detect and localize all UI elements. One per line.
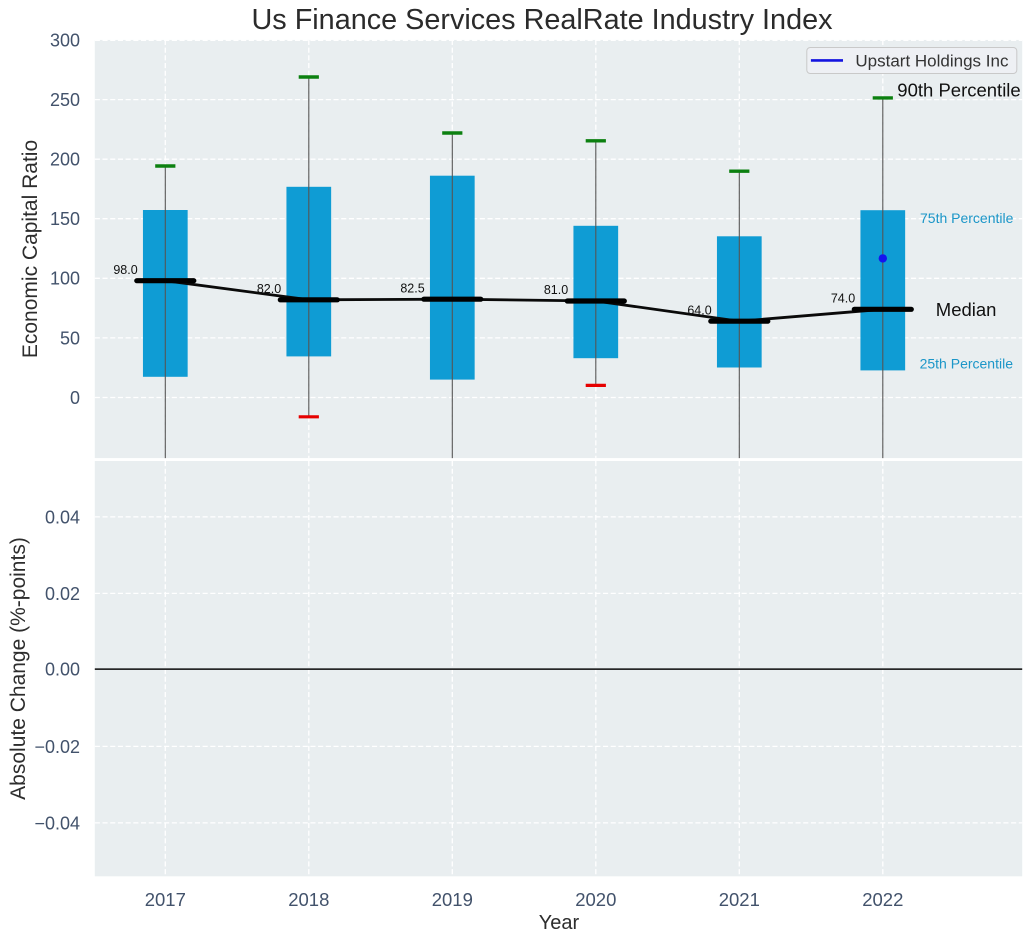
svg-text:2022: 2022 (862, 889, 903, 910)
svg-text:75th Percentile: 75th Percentile (920, 210, 1014, 226)
svg-text:Absolute Change (%-points): Absolute Change (%-points) (7, 537, 30, 800)
svg-text:Upstart Holdings Inc: Upstart Holdings Inc (855, 52, 1009, 71)
svg-text:90th Percentile: 90th Percentile (897, 79, 1020, 100)
svg-text:100: 100 (50, 269, 80, 289)
svg-text:0: 0 (70, 388, 80, 408)
svg-text:2020: 2020 (575, 889, 616, 910)
svg-text:250: 250 (50, 90, 80, 110)
svg-text:Us Finance Services RealRate I: Us Finance Services RealRate Industry In… (252, 4, 834, 36)
svg-text:98.0: 98.0 (113, 263, 137, 277)
svg-text:2019: 2019 (432, 889, 473, 910)
svg-text:64.0: 64.0 (687, 303, 711, 317)
svg-text:150: 150 (50, 209, 80, 229)
svg-text:2017: 2017 (145, 889, 186, 910)
svg-text:0.02: 0.02 (45, 584, 80, 604)
svg-text:25th Percentile: 25th Percentile (920, 356, 1014, 372)
svg-text:82.0: 82.0 (257, 282, 281, 296)
svg-text:−0.02: −0.02 (34, 737, 80, 757)
svg-text:Median: Median (936, 299, 997, 320)
svg-text:Year: Year (539, 912, 580, 934)
svg-text:2018: 2018 (288, 889, 329, 910)
svg-text:0.00: 0.00 (45, 660, 80, 680)
svg-text:50: 50 (60, 328, 80, 348)
svg-text:Economic Capital Ratio: Economic Capital Ratio (19, 140, 42, 358)
svg-text:2021: 2021 (719, 889, 760, 910)
svg-text:200: 200 (50, 150, 80, 170)
svg-text:81.0: 81.0 (544, 283, 568, 297)
svg-text:300: 300 (50, 30, 80, 50)
svg-text:82.5: 82.5 (400, 281, 424, 295)
svg-text:−0.04: −0.04 (34, 813, 80, 833)
svg-text:0.04: 0.04 (45, 507, 80, 527)
svg-text:74.0: 74.0 (831, 292, 855, 306)
